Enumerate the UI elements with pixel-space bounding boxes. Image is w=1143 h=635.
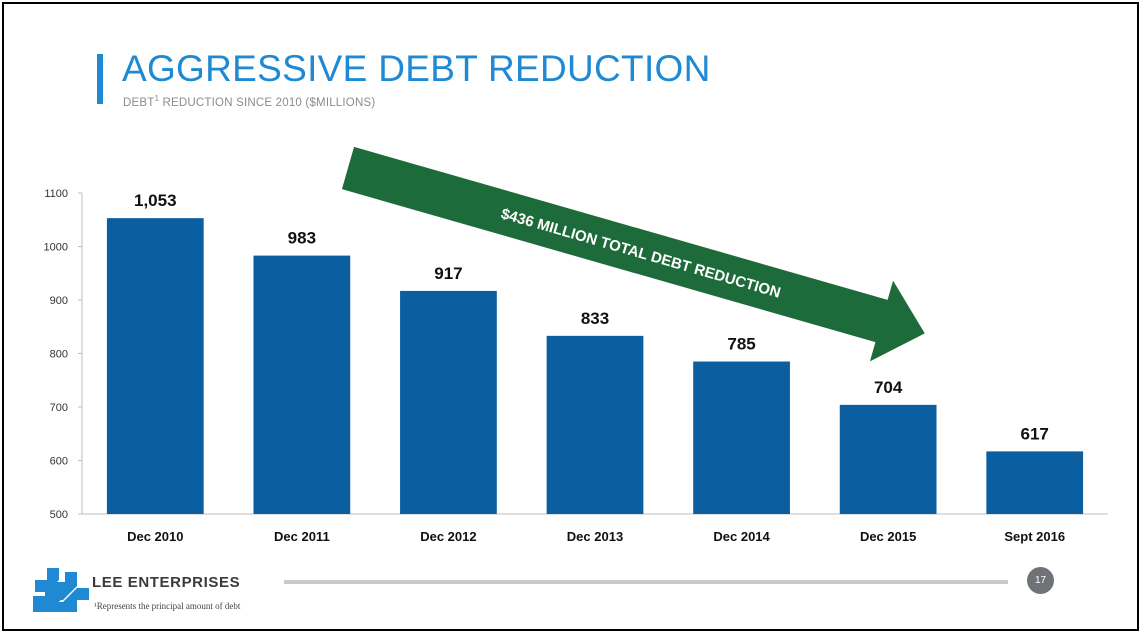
bar (693, 361, 790, 514)
bar-value-label: 917 (434, 264, 462, 283)
bar (986, 451, 1084, 514)
y-tick-label: 800 (50, 349, 68, 361)
bar-value-label: 1,053 (134, 191, 177, 210)
x-tick-label: Dec 2013 (567, 529, 623, 544)
subtitle-prefix: DEBT (123, 96, 155, 109)
lee-logo-icon (33, 568, 89, 612)
y-tick-label: 1100 (44, 188, 68, 200)
y-tick-label: 500 (50, 509, 68, 521)
brand-name: LEE ENTERPRISES (92, 574, 241, 591)
bar (253, 255, 351, 514)
bar-value-label: 983 (288, 229, 316, 248)
subtitle-footnote-mark: 1 (154, 94, 160, 103)
bar-value-label: 617 (1021, 424, 1049, 443)
y-tick-label: 600 (50, 456, 68, 468)
subtitle-rest: REDUCTION SINCE 2010 ($MILLIONS) (159, 96, 376, 109)
x-tick-label: Dec 2012 (420, 529, 476, 544)
x-tick-label: Sept 2016 (1004, 529, 1065, 544)
bar (400, 290, 497, 514)
y-tick-label: 700 (50, 402, 68, 414)
bar (546, 335, 644, 514)
x-tick-label: Dec 2014 (713, 529, 770, 544)
bar (839, 404, 937, 514)
footnote: ¹Represents the principal amount of debt (94, 601, 241, 611)
page-subtitle: DEBT1 REDUCTION SINCE 2010 ($MILLIONS) (123, 94, 375, 109)
arrow-label: $436 MILLION TOTAL DEBT REDUCTION (499, 205, 782, 301)
bar-value-label: 833 (581, 309, 609, 328)
y-tick-label: 1000 (44, 242, 68, 254)
page-number-badge: 17 (1027, 567, 1054, 594)
y-tick-label: 900 (50, 295, 68, 307)
page-title: AGGRESSIVE DEBT REDUCTION (122, 48, 711, 89)
bar (106, 218, 204, 514)
arrow-shape (341, 146, 925, 362)
x-tick-label: Dec 2010 (127, 529, 183, 544)
title-accent-bar (97, 54, 103, 104)
bar-value-label: 704 (874, 378, 903, 397)
footer-divider (284, 580, 1008, 584)
x-tick-label: Dec 2015 (860, 529, 916, 544)
x-tick-label: Dec 2011 (274, 529, 330, 544)
bar-value-label: 785 (727, 335, 755, 354)
